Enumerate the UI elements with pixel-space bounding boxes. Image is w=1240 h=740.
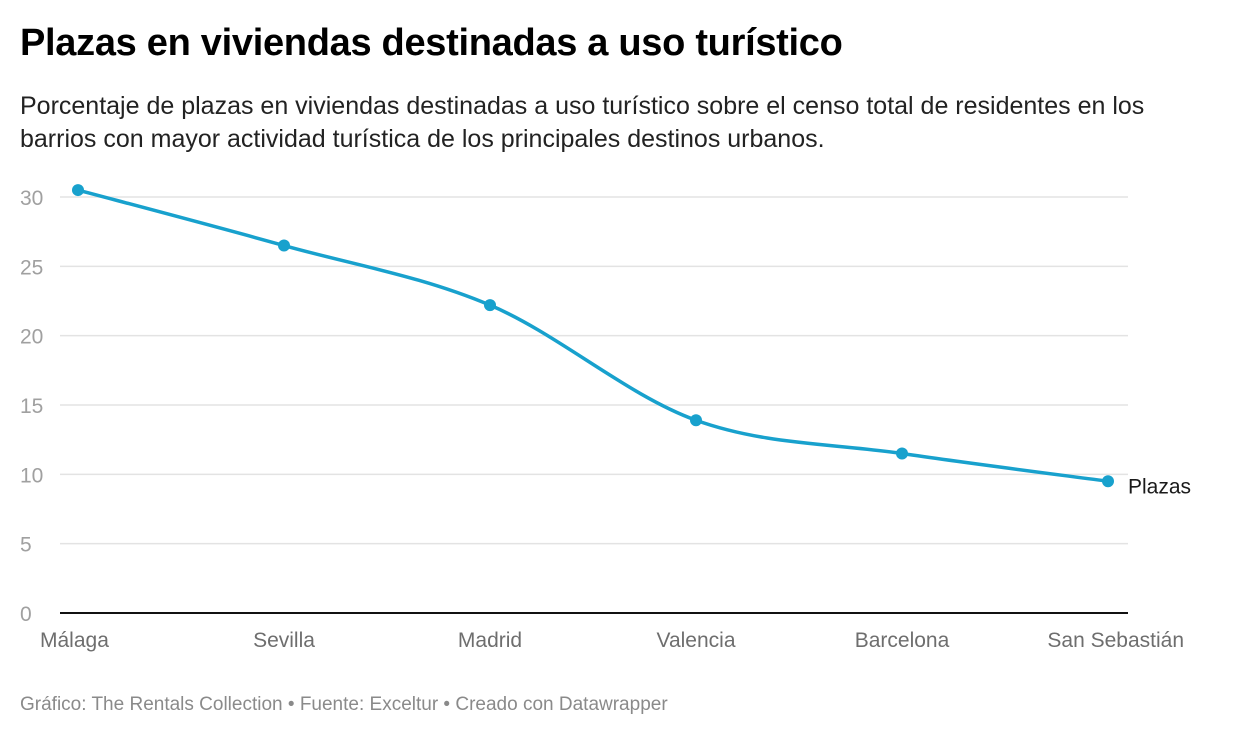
series-plazas: Plazas [72,184,1191,498]
chart-footer: Gráfico: The Rentals Collection • Fuente… [20,694,668,715]
data-point [484,299,496,312]
y-tick-label: 30 [20,187,43,210]
x-tick-label: San Sebastián [1047,629,1184,652]
data-point [896,447,908,460]
data-point [72,184,84,197]
data-point [690,414,702,427]
y-tick-label: 5 [20,534,32,557]
chart-title: Plazas en viviendas destinadas a uso tur… [20,22,843,64]
chart-subtitle: Porcentaje de plazas en viviendas destin… [20,92,1145,153]
series-label: Plazas [1128,475,1191,498]
x-tick-label: Barcelona [855,629,950,652]
y-tick-label: 25 [20,256,43,279]
data-point [1102,475,1114,488]
y-axis-ticks: 0 5 10 15 20 25 30 [20,187,43,626]
x-tick-label: Madrid [458,629,522,652]
x-axis-ticks: Málaga Sevilla Madrid Valencia Barcelona San … [40,629,1184,652]
data-point [278,239,290,252]
x-tick-label: Valencia [657,629,736,652]
y-tick-label: 15 [20,395,43,418]
series-line [76,188,1110,484]
gridlines [60,196,1128,614]
x-tick-label: Sevilla [253,629,315,652]
y-tick-label: 0 [20,603,32,626]
x-tick-label: Málaga [40,629,109,652]
y-tick-label: 20 [20,326,43,349]
y-tick-label: 10 [20,464,43,487]
